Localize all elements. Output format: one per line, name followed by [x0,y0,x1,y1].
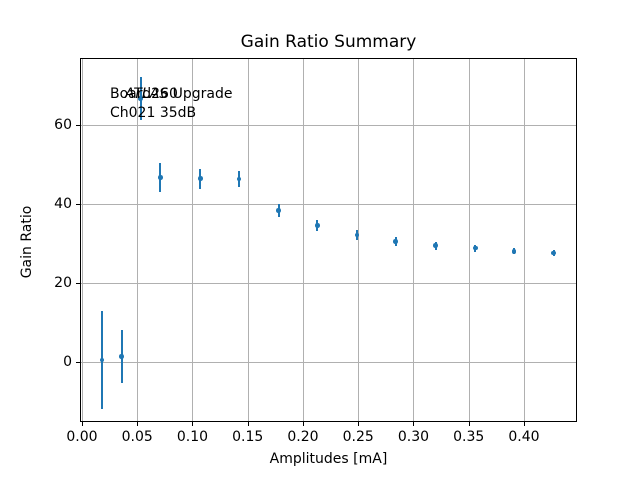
x-gridline [358,59,360,421]
x-tick-mark [137,422,139,426]
x-gridline [523,59,525,421]
x-tick-mark [413,422,415,426]
y-tick-label: 20 [54,275,72,292]
y-tick-label: 40 [54,196,72,213]
y-gridline [81,125,576,127]
data-point-marker [276,207,281,213]
x-tick-mark [247,422,249,426]
data-point-marker [315,222,320,228]
y-tick-label: 60 [54,117,72,134]
y-tick-mark [76,283,80,285]
data-point-marker [511,248,517,254]
y-tick-mark [76,362,80,364]
x-gridline [192,59,194,421]
chart-title: Gain Ratio Summary [240,32,417,52]
x-tick-label: 0.05 [121,429,153,445]
x-gridline [137,59,139,421]
data-point-marker [236,176,242,182]
x-tick-label: 0.25 [342,429,374,445]
y-tick-mark [76,125,80,127]
data-point-marker [99,357,105,363]
annotation-line-2: Board260 [110,86,178,102]
x-tick-label: 0.30 [397,429,430,445]
x-gridline [302,59,304,421]
x-gridline [247,59,249,421]
x-tick-label: 0.35 [453,429,485,445]
x-tick-label: 0.20 [287,429,319,445]
data-point-marker [551,250,557,256]
y-tick-label: 0 [63,354,72,371]
data-point-marker [354,232,360,238]
y-gridline [81,283,576,285]
y-axis-label: Gain Ratio [19,205,35,279]
data-point-marker [393,239,399,244]
x-gridline [81,59,83,421]
x-axis-label: Amplitudes [mA] [269,451,388,467]
y-gridline [81,204,576,206]
x-tick-mark [523,422,525,426]
x-gridline [413,59,415,421]
annotation-experiment-name: ATLAS [124,86,169,102]
x-tick-label: 0.40 [508,429,540,445]
x-gridline [468,59,470,421]
annotation-upgrade-text: Upgrade [168,86,233,102]
y-tick-mark [76,204,80,206]
x-tick-mark [302,422,304,426]
x-tick-label: 0.00 [66,429,98,445]
x-tick-mark [192,422,194,426]
y-gridline [81,362,576,364]
annotation-line-1: ATLAS Upgrade [107,66,233,123]
axes-frame [80,58,577,422]
data-point-marker [119,354,125,359]
x-tick-label: 0.10 [176,429,209,445]
x-tick-mark [468,422,470,426]
data-point-marker [138,96,143,101]
x-tick-label: 0.15 [232,429,264,445]
data-point-marker [473,245,478,251]
data-point-marker [158,175,163,180]
annotation-line-3: Ch021 35dB [110,105,197,121]
x-tick-mark [81,422,83,426]
data-point-marker [197,176,203,181]
data-point-marker [433,243,438,248]
x-tick-mark [358,422,360,426]
